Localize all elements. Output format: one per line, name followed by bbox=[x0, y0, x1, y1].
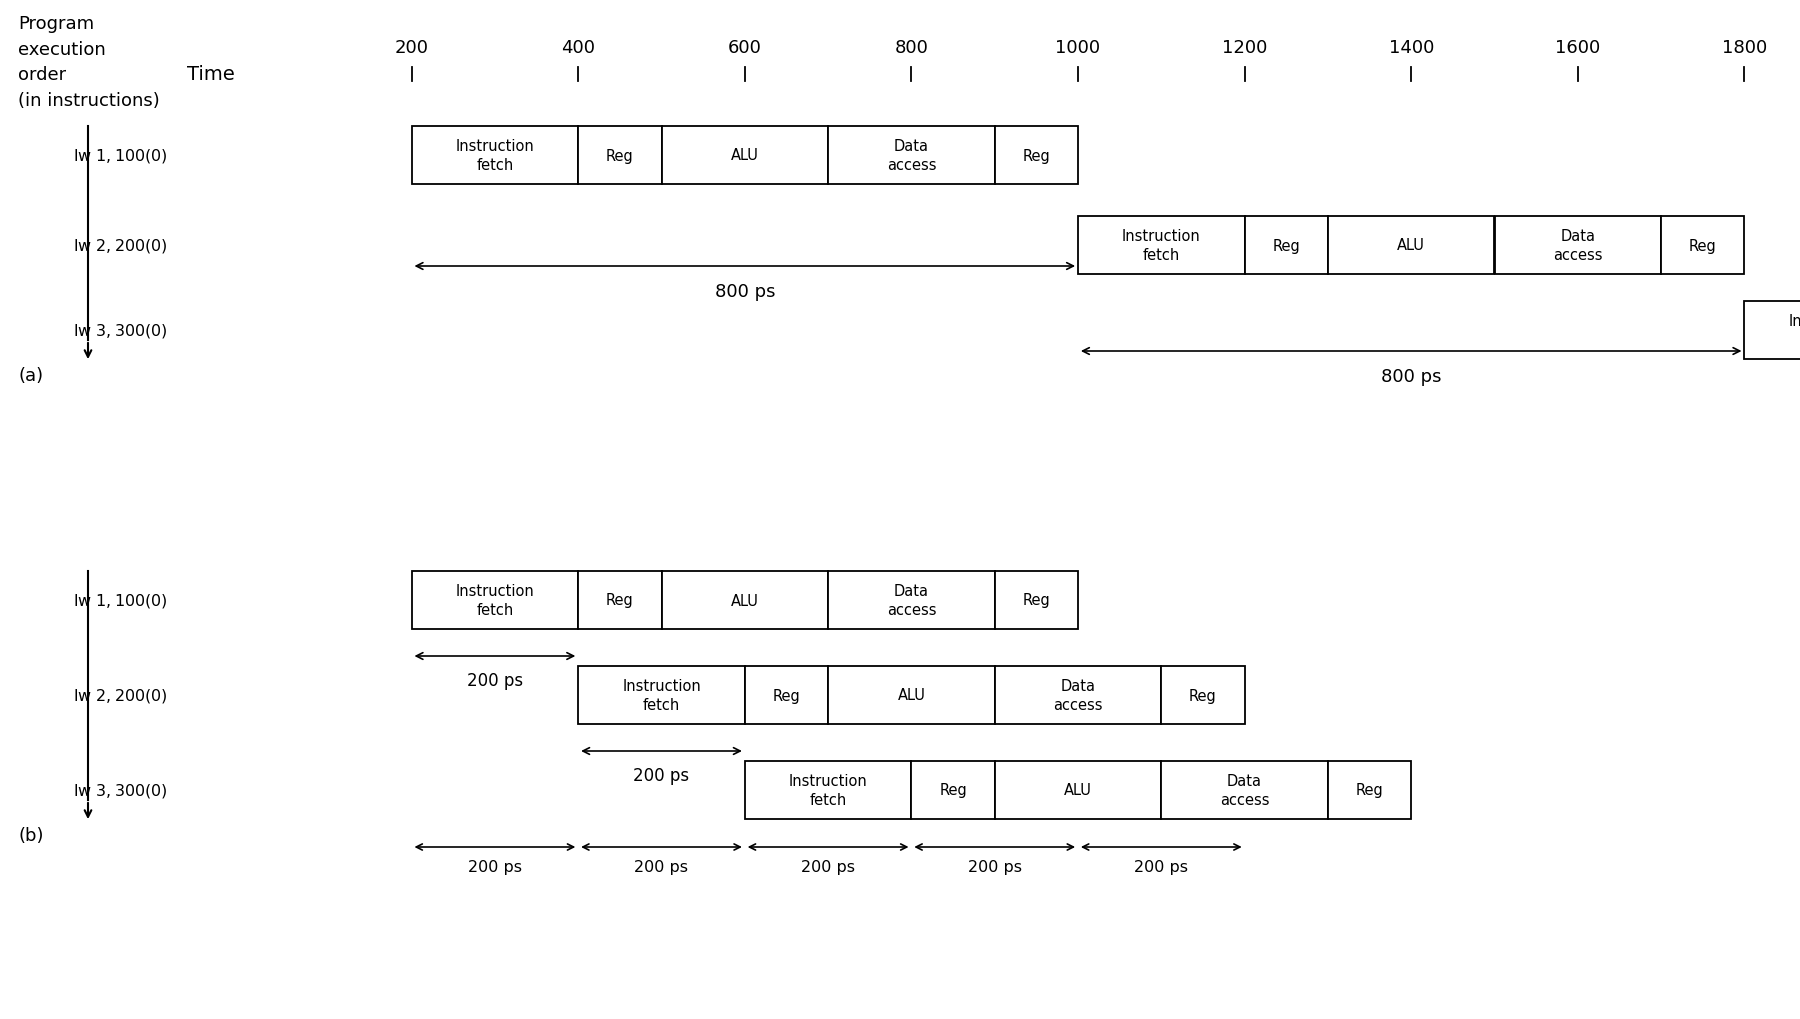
Text: lw $1, 100($0): lw $1, 100($0) bbox=[74, 147, 167, 165]
Text: Program
execution
order
(in instructions): Program execution order (in instructions… bbox=[18, 15, 160, 110]
Text: 1200: 1200 bbox=[1222, 39, 1267, 57]
Text: Reg: Reg bbox=[1190, 688, 1217, 703]
Bar bbox=[662, 127, 828, 184]
Text: Reg: Reg bbox=[940, 783, 967, 798]
Text: Instruction
fetch: Instruction fetch bbox=[455, 584, 535, 618]
Bar bbox=[1494, 217, 1661, 275]
Text: lw $2, 200($0): lw $2, 200($0) bbox=[74, 687, 167, 704]
Text: ALU: ALU bbox=[898, 688, 925, 703]
Bar bbox=[995, 127, 1078, 184]
Text: Instruction
fetch: Instruction fetch bbox=[455, 139, 535, 172]
Bar bbox=[995, 761, 1161, 819]
Text: (b): (b) bbox=[18, 826, 43, 844]
Text: 1800: 1800 bbox=[1723, 39, 1768, 57]
Text: Reg: Reg bbox=[607, 593, 634, 608]
Text: ALU: ALU bbox=[1397, 238, 1426, 254]
Text: ALU: ALU bbox=[731, 149, 760, 163]
Bar bbox=[578, 127, 662, 184]
Text: 200 ps: 200 ps bbox=[1134, 859, 1188, 874]
Bar bbox=[995, 666, 1161, 725]
Text: Reg: Reg bbox=[607, 149, 634, 163]
Bar bbox=[745, 761, 911, 819]
Text: Instruction
fetch: Instruction fetch bbox=[1789, 314, 1800, 347]
Text: 200 ps: 200 ps bbox=[968, 859, 1022, 874]
Text: ALU: ALU bbox=[731, 593, 760, 608]
Bar bbox=[995, 572, 1078, 630]
Bar bbox=[578, 666, 745, 725]
Text: Data
access: Data access bbox=[1053, 679, 1103, 712]
Text: 1600: 1600 bbox=[1555, 39, 1600, 57]
Text: 200 ps: 200 ps bbox=[634, 859, 688, 874]
Bar bbox=[828, 127, 995, 184]
Bar bbox=[1661, 217, 1744, 275]
Text: lw $2, 200($0): lw $2, 200($0) bbox=[74, 236, 167, 255]
Text: Data
access: Data access bbox=[1220, 773, 1269, 807]
Text: Data
access: Data access bbox=[887, 584, 936, 618]
Text: 200 ps: 200 ps bbox=[801, 859, 855, 874]
Text: Reg: Reg bbox=[1355, 783, 1384, 798]
Bar bbox=[745, 666, 828, 725]
Text: ALU: ALU bbox=[1064, 783, 1093, 798]
Bar bbox=[412, 127, 578, 184]
Text: Instruction
fetch: Instruction fetch bbox=[788, 773, 868, 807]
Bar bbox=[1328, 217, 1494, 275]
Text: Reg: Reg bbox=[1022, 149, 1049, 163]
Bar bbox=[1078, 217, 1244, 275]
Text: 800 ps: 800 ps bbox=[1381, 368, 1442, 385]
Text: Instruction
fetch: Instruction fetch bbox=[1121, 229, 1201, 263]
Text: 200: 200 bbox=[394, 39, 428, 57]
Text: 800: 800 bbox=[895, 39, 929, 57]
Text: Time: Time bbox=[187, 65, 236, 85]
Text: 600: 600 bbox=[727, 39, 761, 57]
Text: 200 ps: 200 ps bbox=[634, 766, 689, 785]
Text: 200 ps: 200 ps bbox=[466, 672, 524, 689]
Text: Data
access: Data access bbox=[887, 139, 936, 172]
Text: lw $3, 300($0): lw $3, 300($0) bbox=[74, 322, 167, 339]
Text: (a): (a) bbox=[18, 367, 43, 384]
Text: 800 ps: 800 ps bbox=[715, 282, 776, 301]
Text: lw $1, 100($0): lw $1, 100($0) bbox=[74, 591, 167, 609]
Bar bbox=[1328, 761, 1411, 819]
Text: Reg: Reg bbox=[1273, 238, 1300, 254]
Bar bbox=[578, 572, 662, 630]
Text: 400: 400 bbox=[562, 39, 596, 57]
Text: 200 ps: 200 ps bbox=[468, 859, 522, 874]
Text: Instruction
fetch: Instruction fetch bbox=[623, 679, 700, 712]
Text: Reg: Reg bbox=[1688, 238, 1717, 254]
Bar bbox=[911, 761, 995, 819]
Bar bbox=[662, 572, 828, 630]
Bar bbox=[828, 572, 995, 630]
Text: 1000: 1000 bbox=[1055, 39, 1100, 57]
Text: 1400: 1400 bbox=[1388, 39, 1435, 57]
Bar bbox=[1744, 302, 1800, 360]
Text: Reg: Reg bbox=[772, 688, 801, 703]
Bar bbox=[1161, 666, 1244, 725]
Text: Reg: Reg bbox=[1022, 593, 1049, 608]
Bar bbox=[412, 572, 578, 630]
Text: lw $3, 300($0): lw $3, 300($0) bbox=[74, 782, 167, 799]
Bar bbox=[1244, 217, 1328, 275]
Bar bbox=[828, 666, 995, 725]
Text: Data
access: Data access bbox=[1553, 229, 1602, 263]
Bar bbox=[1161, 761, 1328, 819]
